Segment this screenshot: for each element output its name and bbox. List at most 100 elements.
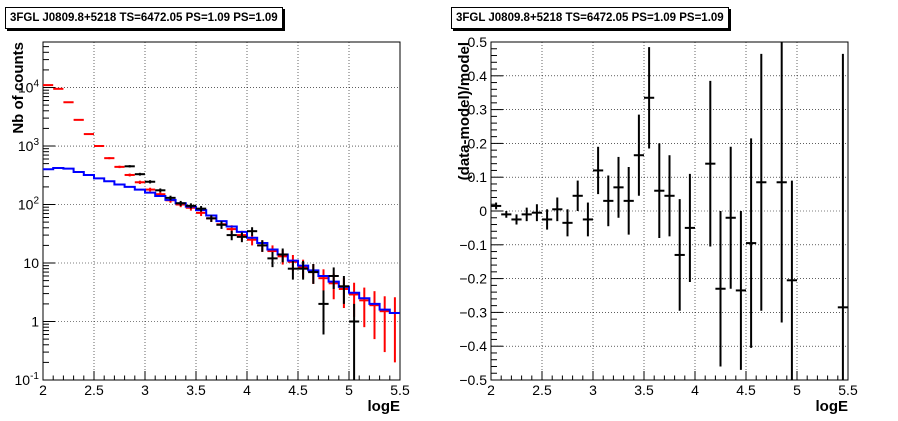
model-total-point	[247, 235, 258, 246]
data-point	[318, 290, 329, 335]
y-tick-label: 104	[18, 79, 40, 96]
model-source-histogram	[43, 167, 400, 314]
y-tick-label: −0.1	[459, 237, 487, 253]
data-point	[338, 275, 349, 304]
residual-point	[735, 211, 746, 370]
residual-point	[725, 146, 736, 289]
data-point	[287, 261, 298, 280]
residual-point	[644, 47, 655, 149]
model-total-point	[63, 101, 74, 104]
residual-point	[542, 209, 553, 230]
residual-point	[654, 143, 665, 239]
model-total-point	[145, 187, 156, 192]
residual-point	[776, 42, 787, 323]
y-tick-label: 1	[31, 314, 39, 330]
left-panel-title: 3FGL J0809.8+5218 TS=6472.05 PS=1.09 PS=…	[5, 7, 283, 29]
x-tick-label: 4.5	[736, 382, 756, 398]
residual-point	[715, 211, 726, 367]
model-total-point	[73, 118, 84, 121]
residual-point	[756, 53, 767, 311]
residual-point	[582, 202, 593, 237]
x-tick-label: 2.5	[84, 382, 104, 398]
residual-point	[633, 114, 644, 196]
data-point	[308, 264, 319, 284]
x-axis-title: logE	[368, 398, 401, 415]
y-tick-label: 0.1	[468, 169, 488, 185]
y-tick-label: −0.4	[459, 338, 487, 354]
data-point	[124, 165, 135, 168]
model-total-point	[134, 180, 145, 184]
model-total-point	[369, 291, 380, 340]
y-tick-label: 103	[18, 137, 40, 154]
x-tick-label: 2	[487, 382, 495, 398]
model-total-point	[104, 157, 115, 160]
model-total-point	[318, 269, 329, 292]
data-point	[155, 188, 166, 193]
y-tick-label: −0.3	[459, 304, 487, 320]
x-tick-label: 2.5	[532, 382, 552, 398]
x-tick-label: 3	[141, 382, 149, 398]
residual-point	[674, 199, 685, 311]
y-tick-label: 0.5	[468, 34, 488, 50]
data-point	[165, 195, 176, 201]
data-point	[196, 206, 207, 212]
model-total-point	[53, 87, 64, 90]
data-point	[185, 203, 196, 209]
residual-point	[705, 80, 716, 247]
y-tick-label: 10-1	[15, 371, 40, 388]
residual-point	[572, 180, 583, 211]
data-point	[277, 248, 288, 263]
x-axis-title: logE	[816, 398, 849, 415]
right-panel-title: 3FGL J0809.8+5218 TS=6472.05 PS=1.09 PS=…	[451, 7, 729, 29]
x-tick-label: 5	[345, 382, 353, 398]
data-point	[175, 200, 186, 206]
x-tick-label: 3	[589, 382, 597, 398]
y-tick-label: 0.2	[468, 135, 488, 151]
data-point	[247, 227, 258, 236]
x-tick-label: 5	[793, 382, 801, 398]
left-panel-counts: 2 2.5 3 3.5 4 4.5 5 5.5 10-1 1 10 102 103 104 logE Nb o…	[10, 41, 410, 415]
residual-point	[623, 167, 634, 235]
y-axis-title: (data-model)/model	[456, 42, 473, 180]
x-tick-label: 4	[243, 382, 251, 398]
residual-point	[664, 155, 675, 237]
y-tick-label: −0.2	[459, 271, 487, 287]
residual-point	[562, 209, 573, 237]
y-tick-label: 0.4	[468, 68, 488, 84]
residual-point	[603, 175, 614, 227]
y-tick-label: 0.3	[468, 102, 488, 118]
data-point	[226, 230, 237, 241]
x-tick-label: 2	[39, 382, 47, 398]
data-point	[236, 232, 247, 243]
model-total-point	[124, 173, 135, 177]
residual-point	[684, 173, 695, 282]
data-point	[216, 221, 227, 229]
y-tick-label: 102	[18, 196, 40, 213]
y-tick-label: 0	[479, 203, 487, 219]
x-tick-label: 4	[691, 382, 699, 398]
residual-point	[511, 214, 522, 225]
residual-point	[552, 197, 563, 222]
y-axis-title: Nb of counts	[10, 42, 27, 134]
y-tick-label: 10	[23, 255, 39, 271]
model-total-point	[83, 133, 94, 136]
data-point	[328, 267, 339, 289]
data-point	[267, 251, 278, 268]
x-tick-label: 4.5	[288, 382, 308, 398]
model-total-point	[379, 296, 390, 353]
residual-point	[613, 156, 624, 218]
residual-point	[837, 53, 848, 380]
right-panel-residuals: 2 2.5 3 3.5 4 4.5 5 5.5 −0.5 −0.4 −0.3 −0.2 −0.1 0 0.1…	[456, 34, 858, 415]
data-point	[206, 215, 217, 222]
residual-point	[746, 138, 757, 348]
x-tick-label: 5.5	[390, 382, 410, 398]
data-point	[257, 240, 268, 252]
data-point	[134, 172, 145, 176]
residual-point	[491, 202, 502, 210]
residual-point	[521, 207, 532, 222]
model-total-point	[114, 165, 125, 169]
residual-point	[531, 204, 542, 222]
model-total-point	[389, 297, 400, 363]
data-point	[349, 303, 360, 380]
